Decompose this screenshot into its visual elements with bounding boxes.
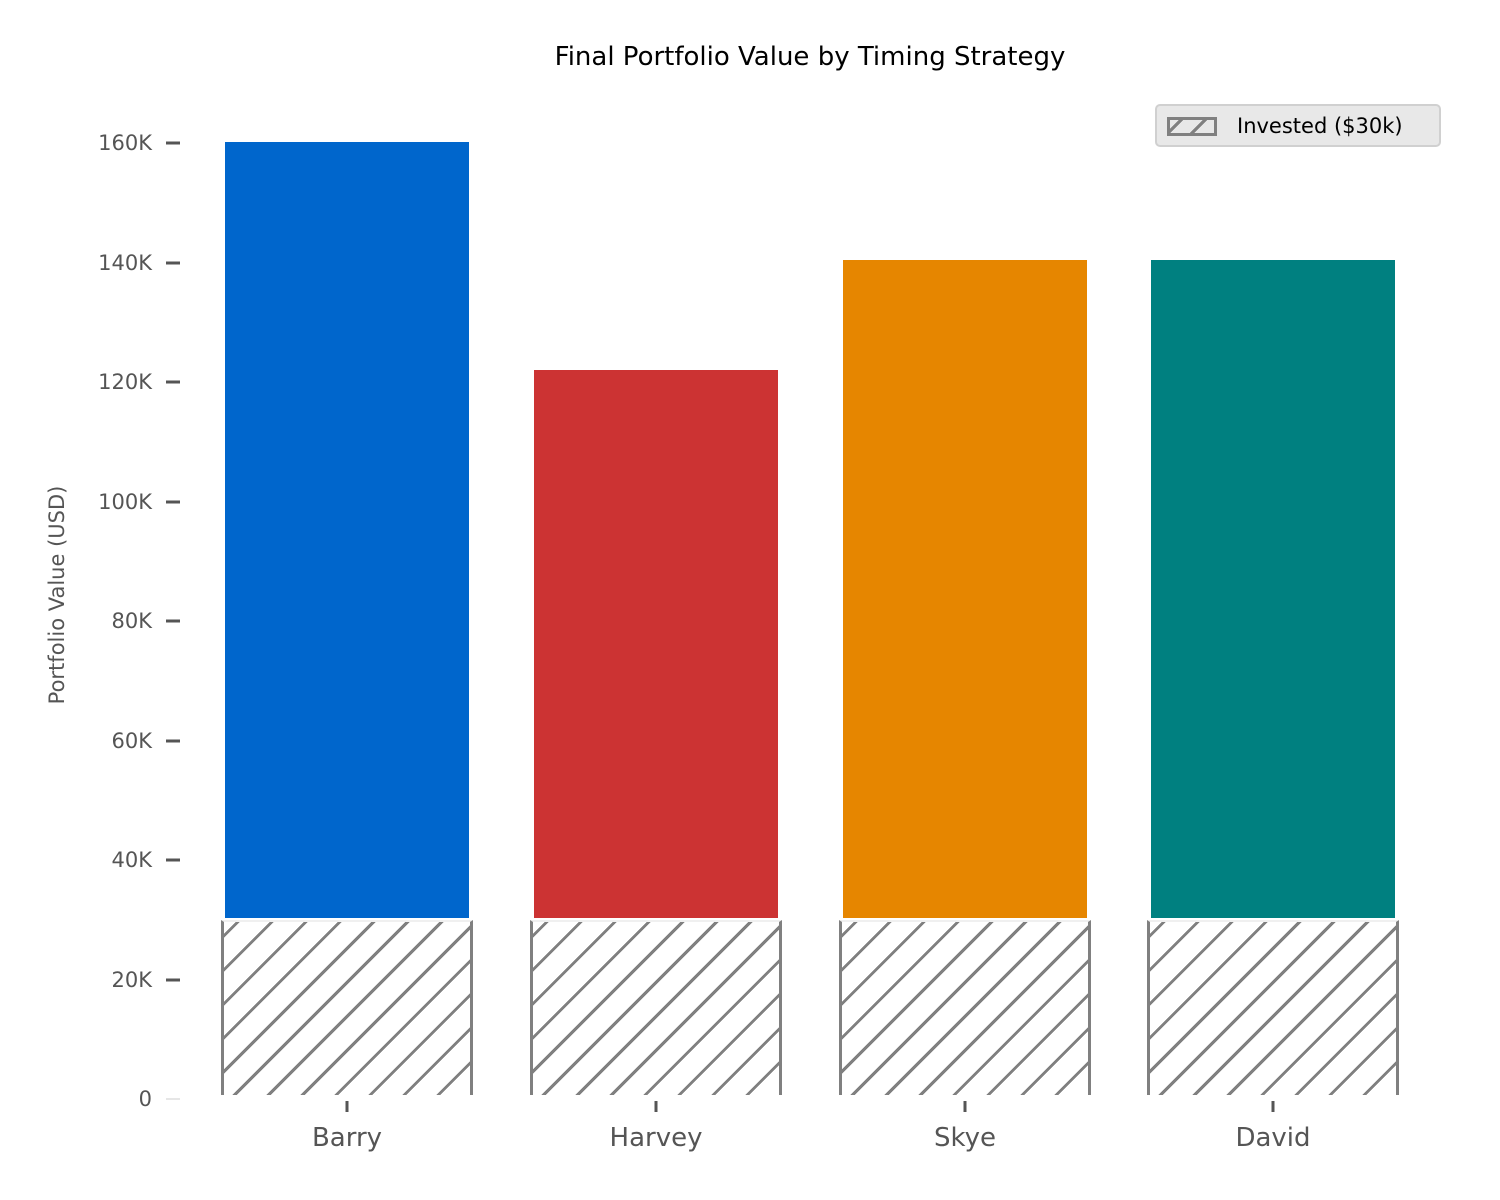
y-axis-label: Portfolio Value (USD) xyxy=(45,485,69,705)
y-tick-mark xyxy=(166,739,180,742)
bar-barry xyxy=(225,141,469,918)
chart-title: Final Portfolio Value by Timing Strategy xyxy=(554,42,1066,72)
bar-skye xyxy=(843,260,1087,918)
y-tick-label: 40K xyxy=(111,848,153,872)
y-tick-mark xyxy=(166,380,180,384)
x-tick-label: Harvey xyxy=(609,1123,703,1153)
y-tick-label: 0 xyxy=(138,1087,152,1111)
x-tick-mark xyxy=(1271,1101,1275,1112)
y-tick-label: 60K xyxy=(111,728,153,753)
y-tick-mark xyxy=(166,619,180,623)
y-tick-mark xyxy=(166,261,180,264)
y-tick-label: 140K xyxy=(98,250,152,275)
bar-david xyxy=(1151,260,1395,918)
x-tick-mark xyxy=(654,1101,658,1112)
y-tick-label: 160K xyxy=(98,131,152,155)
y-tick-mark xyxy=(166,500,180,503)
y-tick-label: 100K xyxy=(98,489,152,514)
x-tick-label: Skye xyxy=(933,1123,997,1153)
y-tick-label: 120K xyxy=(98,370,152,394)
invested-bar-skye xyxy=(839,919,1091,1095)
invested-bar-barry xyxy=(221,919,473,1095)
bar-harvey xyxy=(534,370,778,918)
legend-label-invested: Invested ($30k) xyxy=(1237,114,1403,138)
legend: Invested ($30k) xyxy=(1155,104,1441,147)
y-tick-label: 20K xyxy=(111,967,153,992)
invested-bar-harvey xyxy=(530,919,782,1095)
y-tick-label: 80K xyxy=(111,609,153,633)
y-tick-mark xyxy=(166,978,180,981)
invested-bar-david xyxy=(1147,919,1399,1095)
y-tick-mark xyxy=(166,1098,180,1100)
y-tick-mark xyxy=(166,141,180,145)
hatch-swatch-icon xyxy=(1167,117,1217,136)
y-tick-mark xyxy=(166,858,180,862)
x-tick-label: David xyxy=(1235,1123,1311,1153)
x-tick-mark xyxy=(963,1101,967,1112)
x-tick-label: Barry xyxy=(311,1123,383,1153)
x-tick-mark xyxy=(345,1101,349,1112)
